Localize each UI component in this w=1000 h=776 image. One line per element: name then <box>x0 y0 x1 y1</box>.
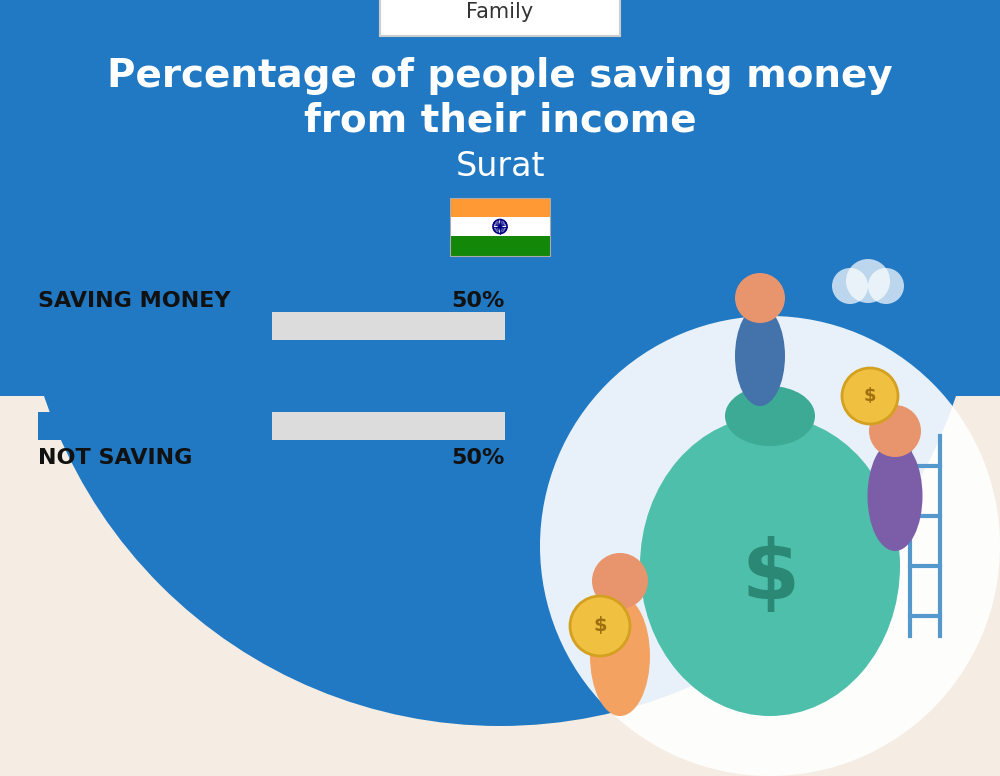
Bar <box>38 412 505 440</box>
Ellipse shape <box>868 441 922 551</box>
Circle shape <box>842 368 898 424</box>
Bar <box>450 236 550 256</box>
Text: $: $ <box>864 387 876 405</box>
Circle shape <box>869 405 921 457</box>
Text: Surat: Surat <box>455 150 545 182</box>
Bar <box>38 312 272 340</box>
Text: 50%: 50% <box>452 448 505 468</box>
Circle shape <box>592 553 648 609</box>
Text: 50%: 50% <box>452 291 505 311</box>
Circle shape <box>540 316 1000 776</box>
Bar <box>0 0 1000 396</box>
Circle shape <box>735 273 785 323</box>
Circle shape <box>570 596 630 656</box>
Text: $: $ <box>593 616 607 636</box>
Text: Percentage of people saving money: Percentage of people saving money <box>107 57 893 95</box>
Circle shape <box>20 0 980 726</box>
Bar <box>38 412 272 440</box>
Circle shape <box>832 268 868 304</box>
Ellipse shape <box>590 596 650 716</box>
Bar <box>450 198 550 217</box>
Ellipse shape <box>725 386 815 446</box>
Bar <box>38 312 505 340</box>
Text: from their income: from their income <box>304 102 696 140</box>
Circle shape <box>498 225 502 228</box>
FancyBboxPatch shape <box>380 0 620 36</box>
Text: Family: Family <box>466 2 534 22</box>
Text: SAVING MONEY: SAVING MONEY <box>38 291 230 311</box>
Ellipse shape <box>640 416 900 716</box>
Circle shape <box>868 268 904 304</box>
Ellipse shape <box>735 306 785 406</box>
Bar <box>450 198 550 256</box>
Text: NOT SAVING: NOT SAVING <box>38 448 192 468</box>
Circle shape <box>846 259 890 303</box>
Bar <box>450 217 550 236</box>
Text: $: $ <box>741 535 799 616</box>
